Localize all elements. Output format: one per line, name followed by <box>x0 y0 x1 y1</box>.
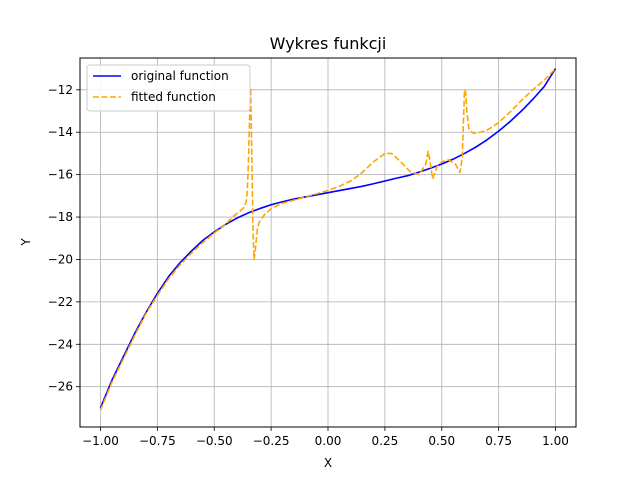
y-tick-label: −26 <box>48 380 73 394</box>
y-tick-label: −16 <box>48 168 73 182</box>
x-axis-label: X <box>324 456 332 470</box>
x-tick-label: 0.75 <box>485 434 512 448</box>
x-tick-label: 0.50 <box>428 434 455 448</box>
legend-label-fitted: fitted function <box>131 90 216 104</box>
legend-box <box>86 64 251 112</box>
y-axis: −26 −24 −22 −20 −18 −16 −14 −12 <box>48 83 80 394</box>
grid <box>80 58 576 427</box>
y-tick-label: −20 <box>48 252 73 266</box>
original-function-line <box>99 68 557 409</box>
y-tick-label: −14 <box>48 125 73 139</box>
chart-title: Wykres funkcji <box>270 34 387 53</box>
x-axis: −1.00 −0.75 −0.50 −0.25 0.00 0.25 0.50 0.75 1.00 <box>82 427 569 448</box>
legend: original function fitted function <box>86 64 251 112</box>
x-tick-label: −0.25 <box>253 434 290 448</box>
fitted-function-line <box>99 68 557 411</box>
x-tick-label: −1.00 <box>82 434 119 448</box>
y-tick-label: −12 <box>48 83 73 97</box>
x-tick-label: −0.75 <box>139 434 176 448</box>
legend-label-original: original function <box>131 69 229 83</box>
x-tick-label: 1.00 <box>542 434 569 448</box>
series-layer <box>99 68 557 411</box>
y-axis-label: Y <box>19 238 33 247</box>
y-tick-label: −22 <box>48 295 73 309</box>
y-tick-label: −18 <box>48 210 73 224</box>
x-tick-label: −0.50 <box>196 434 233 448</box>
x-tick-label: 0.00 <box>315 434 342 448</box>
y-tick-label: −24 <box>48 337 73 351</box>
x-tick-label: 0.25 <box>372 434 399 448</box>
